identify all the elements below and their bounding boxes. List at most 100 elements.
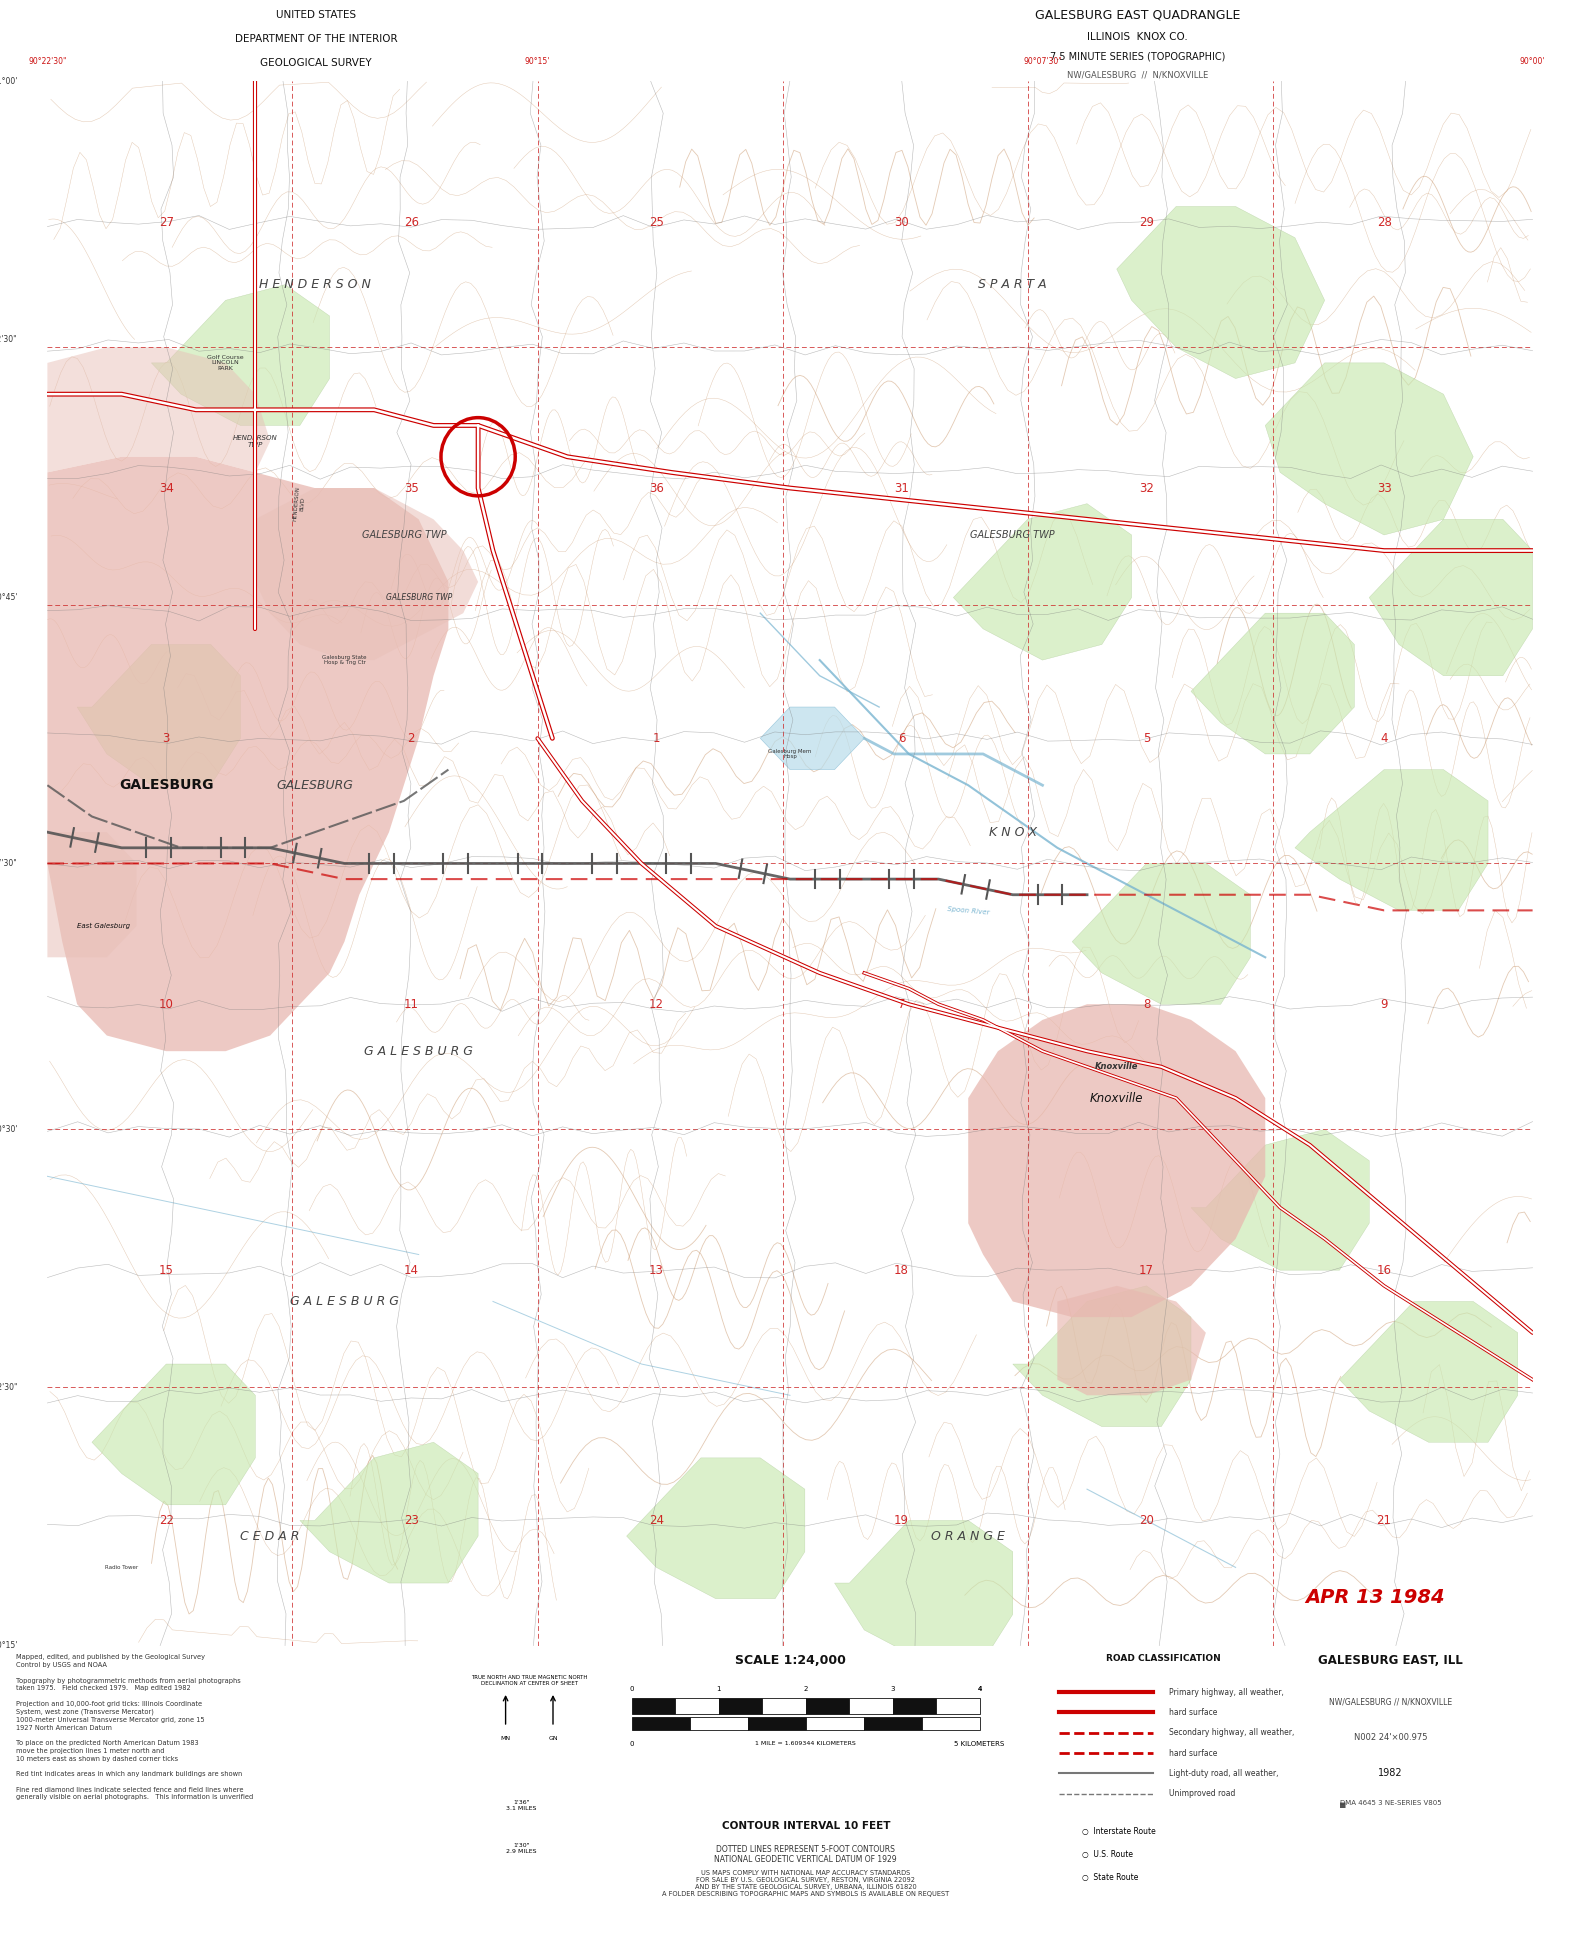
Text: Mapped, edited, and published by the Geological Survey
Control by USGS and NOAA
: Mapped, edited, and published by the Geo…	[16, 1653, 253, 1800]
Text: 31: 31	[894, 482, 908, 494]
Text: GALESBURG TWP: GALESBURG TWP	[386, 592, 452, 602]
Polygon shape	[256, 488, 479, 660]
Text: N002 24'×00.975: N002 24'×00.975	[1354, 1733, 1427, 1742]
Text: 5: 5	[1142, 732, 1150, 745]
Text: 1 MILE = 1.609344 KILOMETERS: 1 MILE = 1.609344 KILOMETERS	[755, 1740, 856, 1746]
Text: 26: 26	[404, 215, 419, 228]
Text: 40°37'30": 40°37'30"	[0, 860, 17, 867]
Bar	[719, 1698, 763, 1713]
Text: 21: 21	[1376, 1514, 1392, 1528]
Text: Knoxville: Knoxville	[1090, 1092, 1144, 1105]
Bar	[806, 1717, 864, 1729]
Text: NW/GALESBURG  //  N/KNOXVILLE: NW/GALESBURG // N/KNOXVILLE	[1066, 70, 1209, 79]
Text: 41°00': 41°00'	[0, 77, 17, 85]
Text: 15: 15	[158, 1264, 174, 1276]
Text: O R A N G E: O R A N G E	[931, 1529, 1005, 1543]
Text: 4: 4	[1381, 732, 1387, 745]
Text: 4: 4	[978, 1686, 981, 1692]
Text: GALESBURG: GALESBURG	[276, 778, 354, 792]
Text: Galesburg Mem
Hosp: Galesburg Mem Hosp	[768, 749, 812, 759]
Polygon shape	[1266, 362, 1473, 534]
Text: 16: 16	[1376, 1264, 1392, 1276]
Text: 10: 10	[158, 997, 174, 1011]
Bar	[763, 1698, 806, 1713]
Polygon shape	[1340, 1301, 1518, 1442]
Text: 40°52'30": 40°52'30"	[0, 335, 17, 345]
Polygon shape	[300, 1442, 479, 1584]
Text: 33: 33	[1376, 482, 1392, 494]
Text: 0: 0	[630, 1740, 634, 1746]
Text: ROAD CLASSIFICATION: ROAD CLASSIFICATION	[1106, 1653, 1221, 1663]
Text: 19: 19	[894, 1514, 908, 1528]
Text: 3: 3	[163, 732, 171, 745]
Text: Golf Course
LINCOLN
PARK: Golf Course LINCOLN PARK	[207, 354, 243, 372]
Text: 29: 29	[1139, 215, 1153, 228]
Polygon shape	[834, 1520, 1013, 1661]
Bar	[632, 1698, 676, 1713]
Bar	[921, 1717, 980, 1729]
Text: 18: 18	[894, 1264, 908, 1276]
Text: MN: MN	[501, 1735, 510, 1740]
Bar	[632, 1717, 690, 1729]
Bar	[893, 1698, 935, 1713]
Text: 7: 7	[897, 997, 905, 1011]
Bar	[850, 1698, 893, 1713]
Text: 3: 3	[891, 1686, 894, 1692]
Text: ○  U.S. Route: ○ U.S. Route	[1082, 1851, 1133, 1859]
Text: 22: 22	[158, 1514, 174, 1528]
Text: 0: 0	[630, 1686, 634, 1692]
Text: 1982: 1982	[1378, 1768, 1403, 1777]
Text: 14: 14	[404, 1264, 419, 1276]
Polygon shape	[152, 285, 330, 426]
Text: 25: 25	[649, 215, 664, 228]
Text: 34: 34	[158, 482, 174, 494]
Text: HENDERSON
TWP: HENDERSON TWP	[232, 434, 278, 447]
Text: 40°15': 40°15'	[0, 1642, 17, 1649]
Text: APR 13 1984: APR 13 1984	[1305, 1588, 1444, 1607]
Text: 40°30': 40°30'	[0, 1125, 17, 1134]
Text: TRUE NORTH AND TRUE MAGNETIC NORTH
DECLINATION AT CENTER OF SHEET: TRUE NORTH AND TRUE MAGNETIC NORTH DECLI…	[471, 1675, 588, 1686]
Polygon shape	[1057, 1286, 1206, 1396]
Text: hard surface: hard surface	[1169, 1708, 1218, 1717]
Text: DEPARTMENT OF THE INTERIOR: DEPARTMENT OF THE INTERIOR	[235, 35, 397, 45]
Text: 1: 1	[653, 732, 660, 745]
Text: Galesburg State
Hosp & Tng Ctr: Galesburg State Hosp & Tng Ctr	[322, 654, 367, 666]
Text: Secondary highway, all weather,: Secondary highway, all weather,	[1169, 1729, 1294, 1737]
Text: S P A R T A: S P A R T A	[978, 279, 1048, 290]
Text: 32: 32	[1139, 482, 1153, 494]
Text: 4: 4	[978, 1686, 981, 1692]
Bar	[676, 1698, 719, 1713]
Text: GALESBURG EAST, ILL: GALESBURG EAST, ILL	[1318, 1653, 1463, 1667]
Text: 40°22'30": 40°22'30"	[0, 1382, 17, 1392]
Text: 30: 30	[894, 215, 908, 228]
Bar	[864, 1717, 921, 1729]
Text: GALESBURG TWP: GALESBURG TWP	[362, 530, 446, 540]
Text: ILLINOIS  KNOX CO.: ILLINOIS KNOX CO.	[1087, 31, 1188, 41]
Text: 2: 2	[408, 732, 416, 745]
Polygon shape	[1013, 1286, 1191, 1427]
Text: CONTOUR INTERVAL 10 FEET: CONTOUR INTERVAL 10 FEET	[722, 1820, 890, 1831]
Text: 90°22'30": 90°22'30"	[28, 56, 66, 66]
Polygon shape	[1296, 771, 1488, 910]
Text: DMA 4645 3 NE-SERIES V805: DMA 4645 3 NE-SERIES V805	[1340, 1800, 1441, 1806]
Text: 90°15': 90°15'	[525, 56, 550, 66]
Text: Radio Tower: Radio Tower	[106, 1564, 137, 1570]
Text: 28: 28	[1376, 215, 1392, 228]
Text: 1'36"
3.1 MILES: 1'36" 3.1 MILES	[506, 1800, 537, 1810]
Text: GALESBURG: GALESBURG	[118, 778, 213, 792]
Polygon shape	[969, 1005, 1266, 1316]
Polygon shape	[1073, 863, 1250, 1005]
Polygon shape	[47, 347, 270, 472]
Bar	[806, 1698, 850, 1713]
Text: 35: 35	[404, 482, 419, 494]
Text: 13: 13	[649, 1264, 664, 1276]
Text: 9: 9	[1381, 997, 1387, 1011]
Polygon shape	[1191, 1129, 1370, 1270]
Text: ○  Interstate Route: ○ Interstate Route	[1082, 1828, 1157, 1835]
Text: 90°00': 90°00'	[1520, 56, 1545, 66]
Text: G A L E S B U R G: G A L E S B U R G	[365, 1045, 472, 1057]
Text: 40°45': 40°45'	[0, 592, 17, 602]
Text: 20: 20	[1139, 1514, 1153, 1528]
Text: 2: 2	[804, 1686, 807, 1692]
Text: NW/GALESBURG // N/KNOXVILLE: NW/GALESBURG // N/KNOXVILLE	[1329, 1698, 1452, 1708]
